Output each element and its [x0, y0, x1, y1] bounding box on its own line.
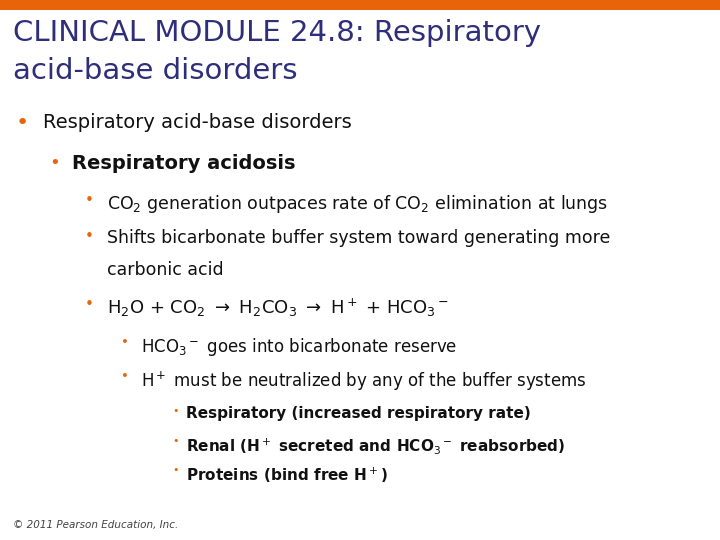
Text: •: • [85, 193, 94, 208]
Text: •: • [173, 406, 179, 416]
Bar [0, 0, 720, 10]
Text: •: • [85, 229, 94, 244]
Text: •: • [173, 436, 179, 446]
Text: •: • [121, 336, 129, 349]
Text: Respiratory acid-base disorders: Respiratory acid-base disorders [43, 113, 352, 132]
Text: H$^+$ must be neutralized by any of the buffer systems: H$^+$ must be neutralized by any of the … [141, 370, 587, 393]
Text: Proteins (bind free H$^+$): Proteins (bind free H$^+$) [186, 465, 387, 485]
Text: Shifts bicarbonate buffer system toward generating more: Shifts bicarbonate buffer system toward … [107, 229, 610, 247]
Text: •: • [49, 154, 60, 172]
Text: •: • [121, 370, 129, 383]
Text: © 2011 Pearson Education, Inc.: © 2011 Pearson Education, Inc. [13, 520, 179, 530]
Text: acid-base disorders: acid-base disorders [13, 57, 297, 85]
Text: •: • [16, 113, 29, 133]
Text: CO$_2$ generation outpaces rate of CO$_2$ elimination at lungs: CO$_2$ generation outpaces rate of CO$_2… [107, 193, 608, 215]
Text: H$_2$O + CO$_2$ $\rightarrow$ H$_2$CO$_3$ $\rightarrow$ H$^+$ + HCO$_3$$^-$: H$_2$O + CO$_2$ $\rightarrow$ H$_2$CO$_3… [107, 297, 449, 319]
Text: Renal (H$^+$ secreted and HCO$_3$$^-$ reabsorbed): Renal (H$^+$ secreted and HCO$_3$$^-$ re… [186, 436, 565, 456]
Text: •: • [173, 465, 179, 476]
Text: carbonic acid: carbonic acid [107, 261, 223, 279]
Text: HCO$_3$$^-$ goes into bicarbonate reserve: HCO$_3$$^-$ goes into bicarbonate reserv… [141, 336, 457, 358]
Text: Respiratory (increased respiratory rate): Respiratory (increased respiratory rate) [186, 406, 531, 421]
Text: Respiratory acidosis: Respiratory acidosis [72, 154, 295, 173]
Text: •: • [85, 297, 94, 312]
Text: CLINICAL MODULE 24.8: Respiratory: CLINICAL MODULE 24.8: Respiratory [13, 19, 541, 47]
